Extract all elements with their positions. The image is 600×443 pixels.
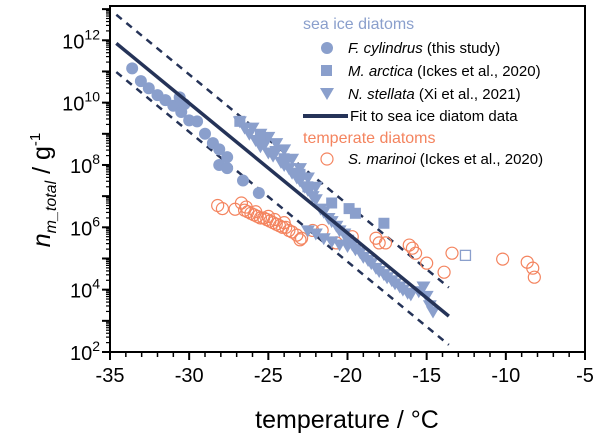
n-stellata-point [308, 228, 323, 241]
n-stellata-point [426, 306, 440, 319]
y-label-sub: m_total [43, 180, 60, 233]
y-label-main: n [28, 233, 56, 247]
y-tick-label: 106 [70, 213, 100, 240]
m-arctica-point [278, 153, 290, 165]
legend-open-circle-marker [320, 152, 334, 166]
legend-item-s-marinoi: S. marinoi (Ickes et al., 2020) [348, 151, 543, 168]
f-cylindrus-point [191, 115, 204, 128]
n-stellata-point [300, 225, 315, 238]
fit-confidence-bands [115, 13, 450, 346]
n-stellata-point [277, 144, 292, 157]
y-label-unit-sup: -1 [27, 133, 44, 146]
f-cylindrus-point [199, 127, 211, 140]
f-cylindrus-point [126, 62, 139, 75]
legend-item-fit: Fit to sea ice diatom data [350, 108, 518, 125]
plot-frame [109, 5, 586, 353]
f-cylindrus-point [221, 151, 234, 164]
fit-line [115, 42, 450, 318]
f-cylindrus-point [221, 162, 234, 175]
legend-group-temperate: temperate diatoms [303, 130, 436, 147]
f-cylindrus-point [134, 75, 147, 88]
m-arctica-point [326, 197, 338, 209]
s-marinoi-point [294, 231, 309, 245]
m-arctica-point [234, 115, 246, 127]
s-marinoi-point [527, 270, 541, 284]
y-tick-label: 108 [70, 151, 100, 178]
y-tick-label: 1010 [62, 89, 100, 116]
m-arctica-point [343, 203, 355, 215]
y-label-unit: / g [28, 146, 56, 181]
f-cylindrus-point [213, 143, 226, 156]
s-marinoi-point [408, 246, 423, 260]
x-tick-label: -20 [333, 365, 362, 387]
legend: sea ice diatoms F. cylindrus (this study… [303, 16, 543, 168]
x-tick-label: -5 [576, 365, 594, 387]
s-marinoi-point [526, 261, 540, 275]
m-arctica-point [349, 207, 361, 219]
n-stellata-point [308, 194, 323, 207]
f-cylindrus-point [252, 187, 265, 200]
s-marinoi-point [253, 211, 268, 225]
n-stellata-point [269, 145, 284, 158]
s-marinoi-point [215, 202, 230, 216]
m-arctica-point [254, 131, 266, 143]
n-stellata-point [403, 289, 418, 302]
n-stellata-point [269, 138, 284, 151]
legend-circle-marker [321, 42, 333, 54]
upper-band-line [115, 13, 450, 289]
s-marinoi-point [293, 233, 307, 247]
legend-item-f-cylindrus: F. cylindrus (this study) [348, 40, 500, 57]
x-axis: -35 -30 -25 -20 -15 -10 -5 [96, 352, 594, 387]
x-tick-label: -15 [412, 365, 441, 387]
s-marinoi-point [420, 256, 434, 270]
data-points [126, 62, 541, 319]
m-arctica-point [294, 168, 306, 180]
s-marinoi-point [378, 236, 393, 250]
y-tick-label: 104 [70, 276, 100, 303]
s-marinoi-point [496, 252, 510, 266]
s-marinoi-point [445, 246, 459, 260]
x-tick-label: -30 [175, 365, 204, 387]
lower-band-line [115, 71, 450, 346]
f-cylindrus-point [237, 174, 249, 187]
legend-group-sea-ice: sea ice diatoms [303, 16, 414, 33]
n-stellata-point [416, 281, 431, 294]
legend-item-n-stellata: N. stellata (Xi et al., 2021) [348, 86, 521, 103]
y-axis-label: nm_total / g-1 [27, 133, 60, 247]
f-cylindrus-point [142, 82, 155, 95]
x-tick-label: -10 [491, 365, 520, 387]
s-marinoi-point [402, 238, 416, 252]
m-arctica-point [302, 181, 314, 193]
y-tick-label: 1012 [62, 26, 100, 53]
n-stellata-point [340, 241, 355, 254]
legend-triangle-marker [320, 88, 334, 100]
s-marinoi-point [234, 196, 249, 210]
n-stellata-point [324, 236, 339, 249]
y-tick-label: 102 [70, 338, 100, 365]
legend-square-marker [321, 65, 332, 76]
x-tick-label: -35 [96, 365, 125, 387]
n-stellata-point [348, 244, 363, 257]
x-tick-label: -25 [254, 365, 283, 387]
m-arctica-point [378, 217, 390, 229]
y-axis: 102 104 106 108 1010 1012 [62, 8, 110, 365]
s-marinoi-point [372, 236, 386, 250]
x-axis-label: temperature / °C [255, 406, 439, 434]
legend-item-m-arctica: M. arctica (Ickes et al., 2020) [348, 63, 541, 80]
n-stellata-point [245, 122, 260, 135]
n-stellata-point [316, 233, 331, 246]
s-marinoi-point [437, 265, 451, 279]
m-arctica-open-point [459, 249, 472, 262]
